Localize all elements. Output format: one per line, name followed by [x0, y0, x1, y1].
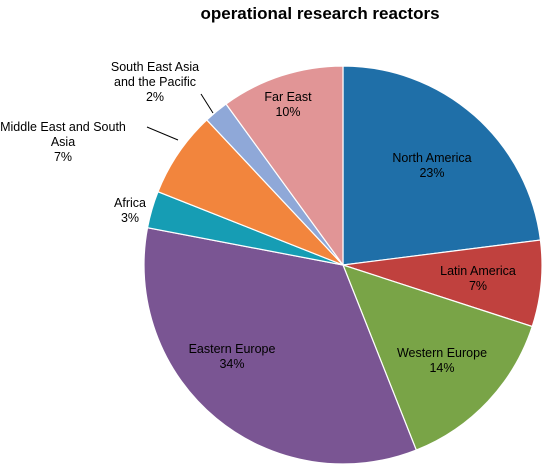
pie-slices — [143, 65, 543, 465]
slice-category-label: South East Asia — [111, 60, 199, 74]
slice-value-label: 7% — [469, 279, 487, 293]
slice-category-label: North America — [392, 151, 471, 165]
slice-labels: North America 23%Latin America 7%Western E… — [0, 60, 516, 375]
slice-label-7: Far East 10% — [264, 90, 312, 119]
leader-lines — [146, 93, 214, 141]
slice-label-2: Western Europe 14% — [397, 346, 487, 375]
slice-category-label: Eastern Europe — [189, 342, 276, 356]
slice-category-label: Africa — [114, 196, 146, 210]
pie-slice-7 — [225, 65, 344, 267]
slice-value-label: 3% — [121, 211, 139, 225]
leader-line-5 — [146, 126, 179, 141]
pie-slice-3 — [143, 227, 418, 465]
slice-label-4: Africa 3% — [114, 196, 146, 225]
slice-label-0: North America 23% — [392, 151, 471, 180]
slice-label-3: Eastern Europe 34% — [189, 342, 276, 371]
slice-value-label: 2% — [146, 90, 164, 104]
slice-category-label: Far East — [264, 90, 312, 104]
pie-slice-2 — [341, 264, 534, 451]
leader-line-6 — [200, 93, 214, 114]
slice-label-5: Middle East and South Asia 7% — [0, 120, 126, 164]
slice-value-label: 14% — [429, 361, 454, 375]
slice-category-label: Middle East and South — [0, 120, 126, 134]
slice-category-label: and the Pacific — [114, 75, 196, 89]
slice-value-label: 23% — [419, 166, 444, 180]
slice-value-label: 7% — [54, 150, 72, 164]
slice-label-6: South East Asia and the Pacific 2% — [111, 60, 199, 104]
chart-title: operational research reactors — [200, 4, 440, 23]
slice-category-label: Western Europe — [397, 346, 487, 360]
slice-label-1: Latin America 7% — [440, 264, 516, 293]
slice-value-label: 10% — [275, 105, 300, 119]
slice-category-label: Latin America — [440, 264, 516, 278]
slice-category-label: Asia — [51, 135, 75, 149]
slice-value-label: 34% — [219, 357, 244, 371]
pie-slice-0 — [342, 65, 542, 266]
